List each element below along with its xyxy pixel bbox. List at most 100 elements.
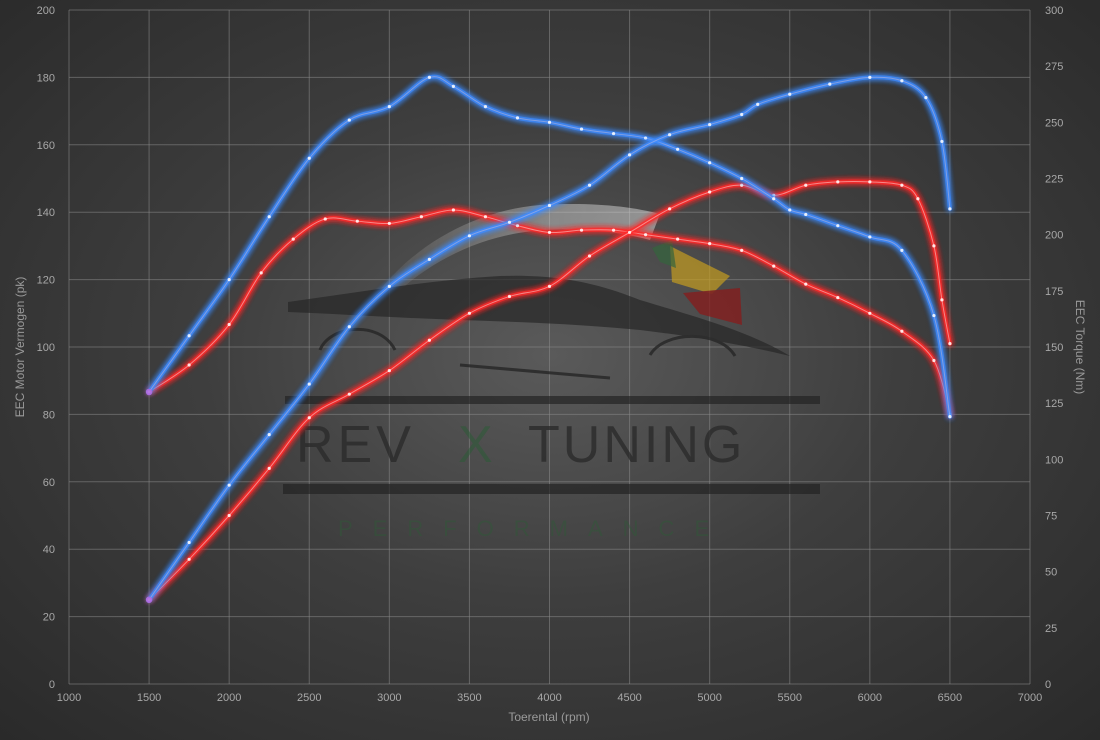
data-point [627, 230, 632, 235]
data-point [267, 433, 271, 437]
data-point [187, 540, 191, 545]
data-point [307, 156, 311, 160]
data-point [740, 112, 744, 117]
data-point [804, 282, 808, 286]
y-right-tick-label: 75 [1045, 511, 1057, 523]
x-axis-title: Toerental (rpm) [508, 710, 589, 724]
data-point [932, 358, 936, 363]
data-point [187, 557, 191, 561]
data-point [740, 176, 744, 181]
data-point [483, 105, 488, 109]
rev-x-tuning-logo: REV X TUNING PERFORMANCE [283, 204, 820, 541]
data-point [467, 311, 472, 315]
data-point [804, 212, 808, 217]
y-right-tick-label: 225 [1045, 174, 1063, 186]
series-core-0 [148, 209, 951, 415]
data-point [868, 311, 872, 315]
y-right-tick-label: 275 [1045, 61, 1063, 73]
x-tick-label: 5500 [778, 692, 802, 704]
data-point [948, 207, 952, 211]
y-left-tick-label: 0 [49, 679, 55, 691]
data-point [547, 230, 552, 235]
data-point [644, 136, 648, 140]
data-point [924, 96, 928, 100]
data-point [187, 363, 191, 367]
tick-labels: 1000 1500 2000 2500 3000 3500 40 0 0 4500 5000 5500… [37, 5, 1064, 704]
data-point [427, 338, 431, 342]
y-right-tick-label: 125 [1045, 398, 1063, 410]
start-point-marker [145, 596, 153, 603]
data-point [868, 75, 872, 79]
data-point [868, 235, 872, 239]
data-point [427, 257, 431, 261]
data-point [948, 342, 952, 346]
x-tick-label: 6000 [858, 692, 882, 704]
data-point [916, 197, 920, 201]
x-tick-label: 2500 [297, 692, 321, 704]
data-point [227, 483, 231, 487]
series-glow-3 [147, 75, 952, 602]
data-point [387, 368, 391, 373]
x-tick-label: 5000 [697, 692, 721, 704]
y-left-tick-label: 40 [43, 544, 55, 556]
data-point [676, 147, 680, 151]
series-line-2 [145, 74, 952, 419]
data-point [507, 220, 512, 224]
x-tick-label: 2000 [217, 692, 241, 704]
data-point [627, 153, 632, 157]
data-point [451, 208, 455, 212]
y-axis-right-title: EEC Torque (Nm) [1073, 300, 1087, 394]
data-point [579, 228, 584, 232]
x-tick-label: 3000 [377, 692, 401, 704]
data-point [836, 295, 840, 300]
data-point [547, 284, 552, 288]
data-point [259, 271, 263, 275]
x-tick-label: 7000 [1018, 692, 1042, 704]
data-point [355, 219, 359, 223]
data-point [772, 264, 776, 268]
data-point [668, 133, 672, 137]
data-point [347, 118, 351, 122]
x-tick-label: 3500 [457, 692, 481, 704]
data-point [547, 120, 552, 124]
data-point [427, 75, 431, 79]
logo-tagline: PERFORMANCE [338, 516, 729, 541]
x-tick-label: 6500 [938, 692, 962, 704]
y-right-tick-label: 300 [1045, 5, 1063, 17]
data-point [708, 161, 712, 165]
data-point [587, 183, 592, 187]
x-tick-label: 4500 [617, 692, 641, 704]
logo-word-right: TUNING [528, 416, 745, 474]
data-point [900, 329, 904, 333]
data-point [347, 392, 351, 396]
data-point [515, 116, 520, 120]
y-right-tick-label: 200 [1045, 230, 1063, 242]
y-right-tick-label: 100 [1045, 454, 1063, 466]
y-left-tick-label: 100 [37, 342, 55, 354]
x-tick-label: 1000 [57, 692, 81, 704]
data-point [227, 278, 231, 282]
data-point [347, 325, 351, 329]
data-point [227, 513, 231, 518]
data-point [579, 127, 584, 131]
data-point [836, 180, 840, 184]
y-right-tick-label: 250 [1045, 117, 1063, 129]
data-point [611, 228, 616, 232]
data-point [804, 183, 808, 187]
y-left-tick-label: 180 [37, 72, 55, 84]
data-point [187, 334, 191, 338]
x-tick-label: 1500 [137, 692, 161, 704]
data-point [291, 237, 295, 241]
data-point [740, 248, 744, 252]
data-point [900, 248, 904, 252]
data-point [676, 237, 680, 241]
data-point [307, 382, 311, 386]
data-point [836, 224, 840, 228]
data-point [940, 139, 944, 144]
y-right-tick-label: 25 [1045, 623, 1057, 635]
series-line-3 [145, 75, 952, 603]
data-point [323, 217, 327, 221]
data-point [419, 215, 423, 219]
y-right-tick-label: 0 [1045, 679, 1051, 691]
